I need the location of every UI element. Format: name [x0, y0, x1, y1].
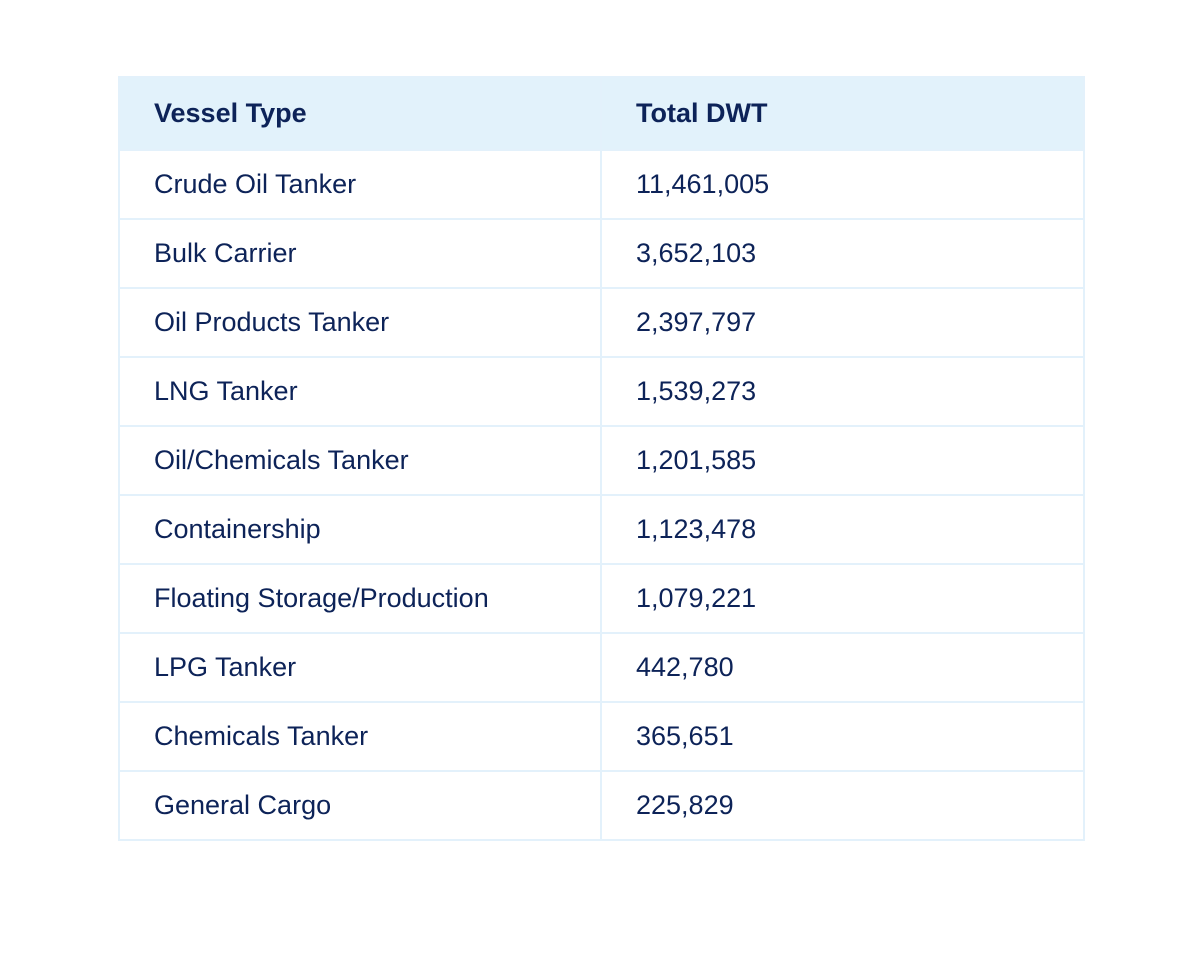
vessel-type-cell: Chemicals Tanker — [118, 701, 602, 772]
vessel-type-cell: LNG Tanker — [118, 356, 602, 427]
table-row: Oil Products Tanker 2,397,797 — [118, 287, 1085, 358]
header-vessel-type: Vessel Type — [118, 76, 602, 151]
table-row: LNG Tanker 1,539,273 — [118, 356, 1085, 427]
table-row: Crude Oil Tanker 11,461,005 — [118, 149, 1085, 220]
vessel-dwt-table: Vessel Type Total DWT Crude Oil Tanker 11… — [118, 76, 1085, 841]
total-dwt-cell: 442,780 — [600, 632, 1085, 703]
total-dwt-cell: 1,201,585 — [600, 425, 1085, 496]
total-dwt-cell: 1,539,273 — [600, 356, 1085, 427]
table-row: Floating Storage/Production 1,079,221 — [118, 563, 1085, 634]
table-row: Oil/Chemicals Tanker 1,201,585 — [118, 425, 1085, 496]
table-header: Vessel Type Total DWT — [118, 76, 1085, 151]
total-dwt-cell: 2,397,797 — [600, 287, 1085, 358]
table-row: Chemicals Tanker 365,651 — [118, 701, 1085, 772]
total-dwt-cell: 365,651 — [600, 701, 1085, 772]
total-dwt-cell: 1,079,221 — [600, 563, 1085, 634]
header-row: Vessel Type Total DWT — [118, 76, 1085, 151]
vessel-type-cell: Oil Products Tanker — [118, 287, 602, 358]
total-dwt-cell: 225,829 — [600, 770, 1085, 841]
vessel-type-cell: Crude Oil Tanker — [118, 149, 602, 220]
table-row: General Cargo 225,829 — [118, 770, 1085, 841]
vessel-type-cell: LPG Tanker — [118, 632, 602, 703]
header-total-dwt: Total DWT — [600, 76, 1085, 151]
total-dwt-cell: 11,461,005 — [600, 149, 1085, 220]
vessel-dwt-table-container: Vessel Type Total DWT Crude Oil Tanker 11… — [118, 76, 1085, 841]
table-row: Containership 1,123,478 — [118, 494, 1085, 565]
total-dwt-cell: 3,652,103 — [600, 218, 1085, 289]
vessel-type-cell: General Cargo — [118, 770, 602, 841]
total-dwt-cell: 1,123,478 — [600, 494, 1085, 565]
vessel-type-cell: Floating Storage/Production — [118, 563, 602, 634]
vessel-type-cell: Oil/Chemicals Tanker — [118, 425, 602, 496]
table-row: Bulk Carrier 3,652,103 — [118, 218, 1085, 289]
table-row: LPG Tanker 442,780 — [118, 632, 1085, 703]
vessel-type-cell: Containership — [118, 494, 602, 565]
table-body: Crude Oil Tanker 11,461,005 Bulk Carrier 3,… — [118, 149, 1085, 841]
vessel-type-cell: Bulk Carrier — [118, 218, 602, 289]
